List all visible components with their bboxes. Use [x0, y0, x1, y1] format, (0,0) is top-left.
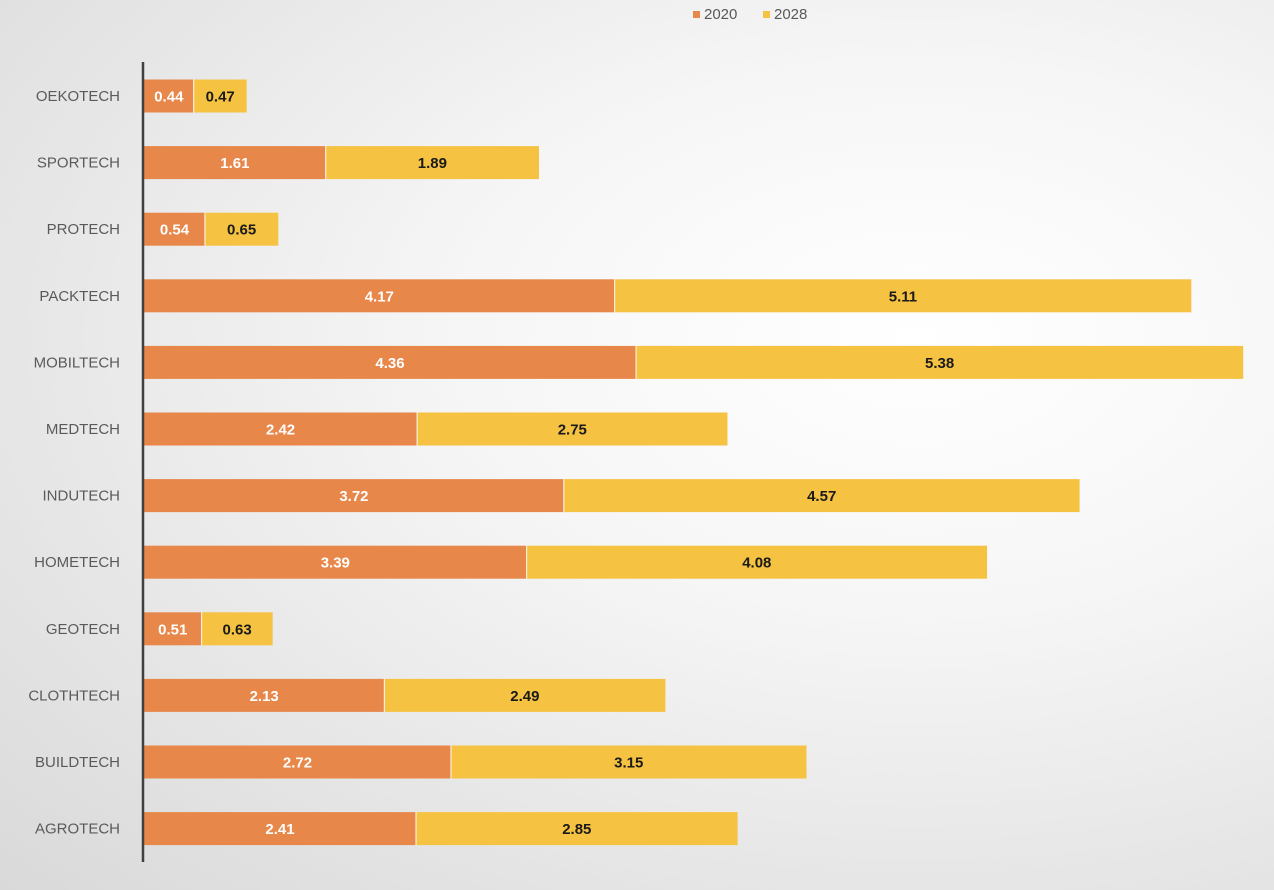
- value-label-sportech-2020: 1.61: [220, 155, 249, 172]
- legend-swatch-2028: [763, 11, 770, 18]
- bars: [144, 79, 1244, 846]
- category-label-medtech: MEDTECH: [46, 421, 120, 438]
- value-label-clothtech-2020: 2.13: [250, 688, 279, 705]
- legend-swatch-2020: [693, 11, 700, 18]
- bar-protech-2020: [144, 212, 205, 246]
- value-label-medtech-2028: 2.75: [558, 422, 587, 439]
- bar-protech-2028: [204, 212, 279, 246]
- category-label-agrotech: AGROTECH: [35, 821, 120, 838]
- value-labels: 0.44 0.47 1.61 1.89 0.54 0.65 4.17 5.11 4.36 5.38…: [154, 89, 954, 839]
- bar-agrotech-2020: [144, 812, 416, 846]
- legend-label-2020: 2020: [704, 6, 737, 23]
- bar-agrotech-2028: [415, 812, 738, 846]
- category-label-buildtech: BUILDTECH: [35, 754, 120, 771]
- value-label-geotech-2020: 0.51: [158, 621, 187, 638]
- bar-geotech-2020: [144, 612, 202, 646]
- bar-medtech-2028: [417, 412, 728, 446]
- value-label-packtech-2020: 4.17: [365, 288, 394, 305]
- value-label-sportech-2028: 1.89: [418, 155, 447, 172]
- bar-hometech-2020: [144, 545, 527, 579]
- value-label-oekotech-2028: 0.47: [206, 89, 235, 106]
- legend: 2020 2028: [693, 6, 807, 23]
- value-label-hometech-2020: 3.39: [321, 555, 350, 572]
- bar-sportech-2020: [144, 146, 326, 180]
- bar-geotech-2028: [201, 612, 273, 646]
- bar-oekotech-2020: [144, 79, 194, 113]
- category-labels: OEKOTECH SPORTECH PROTECH PACKTECH MOBILTECH…: [28, 88, 120, 838]
- value-label-hometech-2028: 4.08: [742, 555, 771, 572]
- bar-mobiltech-2020: [144, 345, 637, 379]
- category-label-sportech: SPORTECH: [37, 155, 120, 172]
- bar-hometech-2028: [526, 545, 988, 579]
- value-label-mobiltech-2020: 4.36: [375, 355, 404, 372]
- bar-clothtech-2020: [144, 678, 385, 712]
- bar-buildtech-2028: [450, 745, 807, 779]
- bar-packtech-2020: [144, 279, 615, 313]
- value-label-indutech-2020: 3.72: [339, 488, 368, 505]
- category-label-geotech: GEOTECH: [46, 621, 120, 638]
- bar-packtech-2028: [614, 279, 1192, 313]
- bar-oekotech-2028: [193, 79, 247, 113]
- bar-medtech-2020: [144, 412, 418, 446]
- value-label-geotech-2028: 0.63: [223, 621, 252, 638]
- value-label-agrotech-2028: 2.85: [562, 821, 591, 838]
- bar-sportech-2028: [325, 146, 539, 180]
- bar-clothtech-2028: [384, 678, 666, 712]
- value-label-protech-2028: 0.65: [227, 222, 256, 239]
- value-label-packtech-2028: 5.11: [889, 288, 917, 305]
- bar-mobiltech-2028: [636, 345, 1244, 379]
- category-label-packtech: PACKTECH: [39, 288, 120, 305]
- value-label-agrotech-2020: 2.41: [265, 821, 294, 838]
- category-label-clothtech: CLOTHTECH: [28, 687, 120, 704]
- value-label-oekotech-2020: 0.44: [154, 89, 184, 106]
- category-label-protech: PROTECH: [47, 221, 120, 238]
- category-label-hometech: HOMETECH: [34, 554, 120, 571]
- value-label-indutech-2028: 4.57: [807, 488, 836, 505]
- value-label-mobiltech-2028: 5.38: [925, 355, 954, 372]
- legend-label-2028: 2028: [774, 6, 807, 23]
- value-label-protech-2020: 0.54: [160, 222, 190, 239]
- value-label-buildtech-2028: 3.15: [614, 755, 643, 772]
- category-label-mobiltech: MOBILTECH: [34, 354, 120, 371]
- value-label-buildtech-2020: 2.72: [283, 755, 312, 772]
- category-label-oekotech: OEKOTECH: [36, 88, 120, 105]
- bar-buildtech-2020: [144, 745, 451, 779]
- value-label-clothtech-2028: 2.49: [510, 688, 539, 705]
- bar-indutech-2028: [563, 479, 1080, 513]
- value-label-medtech-2020: 2.42: [266, 422, 295, 439]
- category-label-indutech: INDUTECH: [43, 488, 121, 505]
- bar-indutech-2020: [144, 479, 564, 513]
